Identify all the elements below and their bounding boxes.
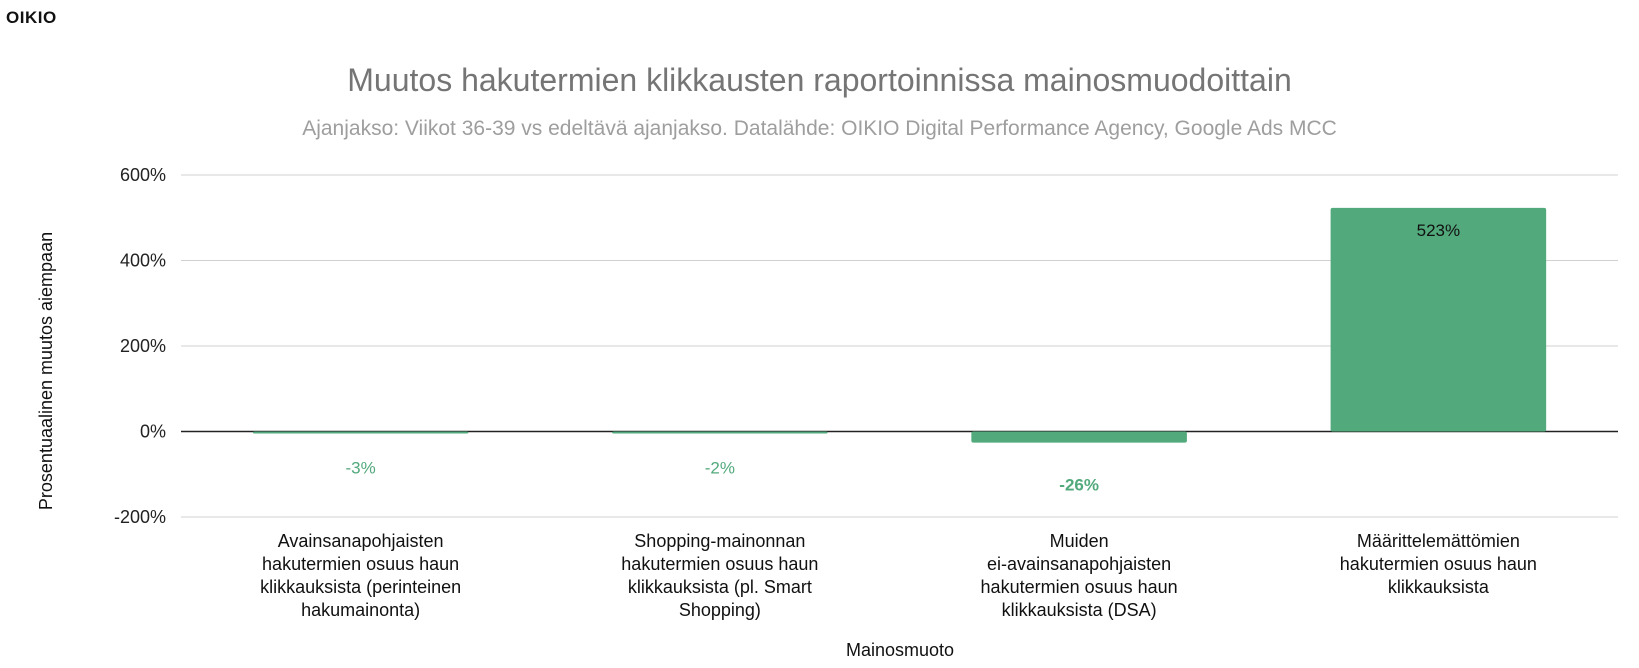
x-category-label: hakutermien osuus haun	[981, 577, 1178, 597]
oikio-logo: OIKIO	[6, 8, 57, 27]
x-category-label: Muiden	[1050, 531, 1109, 551]
y-tick-label: 600%	[120, 165, 166, 185]
x-axis-title: Mainosmuoto	[846, 640, 954, 660]
x-category-label: hakutermien osuus haun	[621, 554, 818, 574]
y-tick-label: 400%	[120, 251, 166, 271]
x-category-label: klikkauksista (perinteinen	[260, 577, 461, 597]
x-category-label: Avainsanapohjaisten	[278, 531, 444, 551]
y-tick-label: 0%	[140, 422, 166, 442]
chart-subtitle: Ajanjakso: Viikot 36-39 vs edeltävä ajan…	[302, 117, 1337, 140]
y-tick-label: -200%	[114, 507, 166, 527]
data-label: -3%	[346, 459, 376, 478]
bar	[252, 431, 469, 434]
chart-title: Muutos hakutermien klikkausten raportoin…	[347, 62, 1292, 98]
x-category-label: Shopping)	[679, 600, 761, 620]
x-category-label: ei-avainsanapohjaisten	[987, 554, 1171, 574]
x-category-label: klikkauksista	[1388, 577, 1490, 597]
x-category-label: Shopping-mainonnan	[634, 531, 805, 551]
data-label: 523%	[1417, 221, 1460, 240]
y-axis-title: Prosentuaalinen muutos aiempaan	[36, 232, 56, 510]
bar	[971, 431, 1187, 443]
x-category-label: hakutermien osuus haun	[1340, 554, 1537, 574]
x-category-label: hakumainonta)	[301, 600, 420, 620]
data-label: -2%	[705, 459, 735, 478]
x-category-label: klikkauksista (DSA)	[1002, 600, 1157, 620]
x-category-label: Määrittelemättömien	[1357, 531, 1520, 551]
y-tick-label: 200%	[120, 336, 166, 356]
bar	[612, 431, 828, 434]
bar	[1330, 207, 1547, 432]
data-label: -26%	[1059, 476, 1099, 495]
x-category-label: hakutermien osuus haun	[262, 554, 459, 574]
x-category-label: klikkauksista (pl. Smart	[628, 577, 812, 597]
